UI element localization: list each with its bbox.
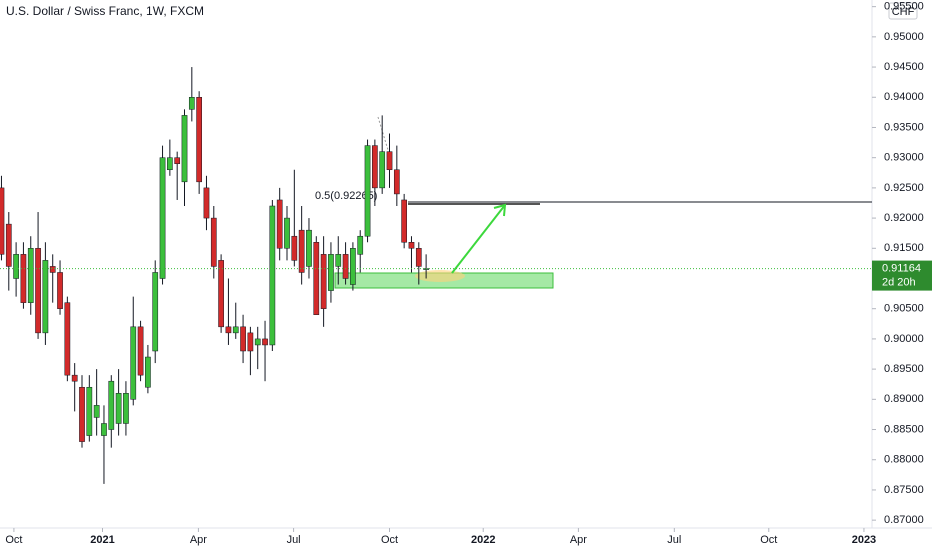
fib-line <box>377 116 389 151</box>
candle-body <box>203 187 210 219</box>
x-tick-label: Oct <box>5 534 22 546</box>
candle-body <box>93 405 100 418</box>
x-tick-label: Apr <box>570 534 587 546</box>
candle-body <box>137 326 144 376</box>
candle-body <box>415 248 422 267</box>
candle-body <box>71 374 78 382</box>
candle-body <box>108 380 115 430</box>
y-tick-label: 0.91500 <box>884 242 924 254</box>
candle-body <box>379 151 386 189</box>
candle-body <box>335 254 342 267</box>
candle-body <box>42 260 49 334</box>
candle-body <box>145 356 151 388</box>
candle-body <box>210 217 217 267</box>
candle-body <box>152 272 159 352</box>
candle-body <box>313 242 320 315</box>
candle-body <box>232 326 239 334</box>
x-tick-label: 2023 <box>852 534 876 546</box>
candle-body <box>159 157 166 279</box>
candle-body <box>79 386 85 442</box>
x-tick-label: 2022 <box>471 534 495 546</box>
y-tick-label: 0.94000 <box>884 91 924 103</box>
candle-body <box>218 260 224 328</box>
last-price-label: 0.91164 <box>882 262 921 274</box>
candle-body <box>328 254 334 291</box>
highlight <box>415 270 465 282</box>
candle-body <box>196 97 202 183</box>
candle-body <box>57 272 63 309</box>
candle-body <box>35 248 41 334</box>
candle-body <box>350 248 356 285</box>
candle-body <box>240 326 246 352</box>
candle-body <box>357 235 364 255</box>
candle-body <box>401 199 408 243</box>
currency[interactable]: CHF <box>892 6 915 18</box>
candle-body <box>174 157 181 164</box>
candle-body <box>386 151 393 171</box>
y-tick-label: 0.94500 <box>884 61 924 73</box>
arrow <box>451 204 506 274</box>
x-tick-label: Oct <box>760 534 777 546</box>
candle-body <box>27 248 34 303</box>
fib-annotation: 0.5(0.92265) <box>315 190 377 202</box>
candle-body <box>130 326 137 400</box>
chart-title: U.S. Dollar / Swiss Franc, 1W, FXCM <box>6 4 204 18</box>
y-tick-label: 0.90000 <box>884 333 924 345</box>
candle-body <box>188 97 195 110</box>
y-tick-label: 0.95500 <box>884 1 924 13</box>
y-tick-label: 0.90500 <box>884 303 924 315</box>
x-tick-label: Apr <box>190 534 207 546</box>
candle-body <box>320 254 327 309</box>
candle-body <box>306 229 312 267</box>
y-tick-label: 0.95000 <box>884 31 924 43</box>
x-tick-label: Jul <box>667 534 681 546</box>
candle-body <box>86 386 93 436</box>
y-tick-label: 0.93000 <box>884 152 924 164</box>
candle-body <box>298 229 305 273</box>
candle-body <box>342 254 349 279</box>
candle-body <box>276 199 283 249</box>
y-tick-label: 0.87000 <box>884 514 924 526</box>
candle-body <box>225 326 232 334</box>
candle-body <box>247 332 254 352</box>
candle-body <box>181 115 188 183</box>
candle-body <box>291 235 298 261</box>
candle-body <box>284 217 290 249</box>
x-tick-label: Oct <box>381 534 398 546</box>
arrow-head <box>493 203 507 217</box>
candle-body <box>269 205 276 346</box>
candle-body <box>167 157 173 171</box>
candle-body <box>123 393 129 424</box>
candle-body <box>408 242 415 249</box>
y-tick-label: 0.92000 <box>884 212 924 224</box>
candle-body <box>49 266 56 273</box>
candle-body <box>64 302 71 376</box>
candle-body <box>101 423 107 436</box>
y-tick-label: 0.89000 <box>884 393 924 405</box>
last-price-box <box>872 260 932 291</box>
x-tick-label: 2021 <box>90 534 114 546</box>
candle-body <box>262 338 268 346</box>
candle-body <box>393 169 400 195</box>
candle-body <box>20 254 27 303</box>
candle-body <box>254 338 261 346</box>
currency-box[interactable] <box>888 2 918 20</box>
x-tick-label: Jul <box>287 534 301 546</box>
candle-body <box>5 223 12 267</box>
y-tick-label: 0.88000 <box>884 454 924 466</box>
candle-body <box>372 145 378 189</box>
y-tick-label: 0.93500 <box>884 121 924 133</box>
countdown: 2d 20h <box>882 276 916 288</box>
candle-body <box>364 145 371 237</box>
y-tick-label: 0.88500 <box>884 423 924 435</box>
y-tick-label: 0.89500 <box>884 363 924 375</box>
candle-body <box>115 393 122 424</box>
candle-body <box>13 254 19 279</box>
y-tick-label: 0.87500 <box>884 484 924 496</box>
candle-body <box>0 187 5 255</box>
y-tick-label: 0.92500 <box>884 182 924 194</box>
